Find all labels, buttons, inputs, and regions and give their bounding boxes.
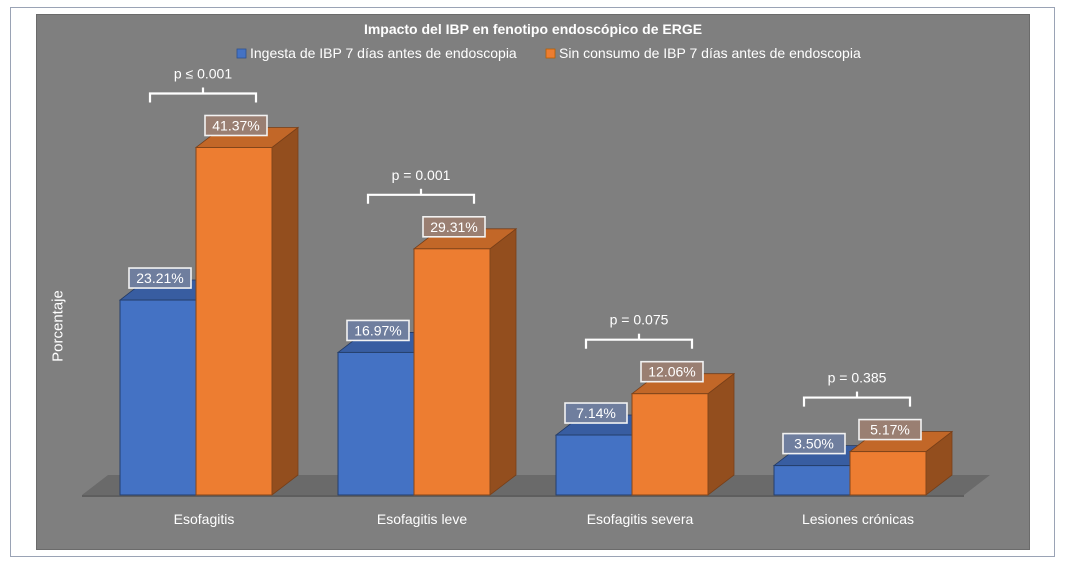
chart-floor <box>82 475 990 495</box>
legend-swatch-series-1 <box>236 48 247 59</box>
bar-s2-c3 <box>631 393 709 496</box>
x-tick-label-4: Lesiones crónicas <box>802 511 914 527</box>
data-label-s2-c1: 41.37% <box>212 117 259 133</box>
data-label-box-s2-c2 <box>422 215 486 238</box>
data-label-box-s2-c3 <box>640 360 704 383</box>
p-bracket-c2 <box>366 193 476 204</box>
chart-title: Impacto del IBP en fenotipo endoscópico … <box>364 21 702 37</box>
p-value-c1: p ≤ 0.001 <box>174 65 232 81</box>
data-label-s2-c3: 12.06% <box>648 364 695 380</box>
data-label-box-s1-c1 <box>128 267 192 289</box>
legend-swatch-series-2 <box>545 48 556 59</box>
bar-side-s2-c2 <box>489 227 517 496</box>
data-label-s2-c2: 29.31% <box>430 219 477 235</box>
p-value-c4: p = 0.385 <box>828 370 887 386</box>
bar-chart: Impacto del IBP en fenotipo endoscópico … <box>82 21 990 527</box>
bar-s2-c1 <box>195 146 273 496</box>
data-label-box-s1-c2 <box>346 319 410 342</box>
data-label-s1-c4: 3.50% <box>794 436 834 452</box>
data-label-s2-c4: 5.17% <box>870 422 910 438</box>
bar-s1-c1 <box>119 299 197 496</box>
data-label-box-s2-c1 <box>204 114 268 137</box>
p-value-c3: p = 0.075 <box>610 312 669 328</box>
data-label-box-s1-c4 <box>782 432 846 455</box>
legend-label-series-2: Sin consumo de IBP 7 días antes de endos… <box>559 45 861 61</box>
bar-side-s2-c1 <box>271 126 299 496</box>
bar-side-s2-c3 <box>707 372 735 496</box>
data-label-box-s2-c4 <box>858 418 922 441</box>
bar-s2-c2 <box>413 248 491 496</box>
data-label-s1-c1: 23.21% <box>136 270 183 286</box>
p-bracket-c3 <box>584 338 694 349</box>
x-tick-label-2: Esofagitis leve <box>377 511 467 527</box>
bar-s1-c4 <box>773 465 851 496</box>
data-label-s1-c3: 7.14% <box>576 405 616 421</box>
x-tick-label-1: Esofagitis <box>174 511 235 527</box>
bar-s1-c2 <box>337 351 415 496</box>
data-label-s1-c2: 16.97% <box>354 322 401 338</box>
legend-label-series-1: Ingesta de IBP 7 días antes de endoscopi… <box>250 45 517 61</box>
p-value-c2: p = 0.001 <box>392 167 451 183</box>
data-label-box-s1-c3 <box>564 402 628 424</box>
p-bracket-c1 <box>148 92 258 103</box>
bar-s1-c3 <box>555 434 633 496</box>
p-bracket-c4 <box>802 396 912 407</box>
x-tick-label-3: Esofagitis severa <box>587 511 694 527</box>
bar-s2-c4 <box>849 451 927 496</box>
chart-floor-edge <box>82 495 964 497</box>
